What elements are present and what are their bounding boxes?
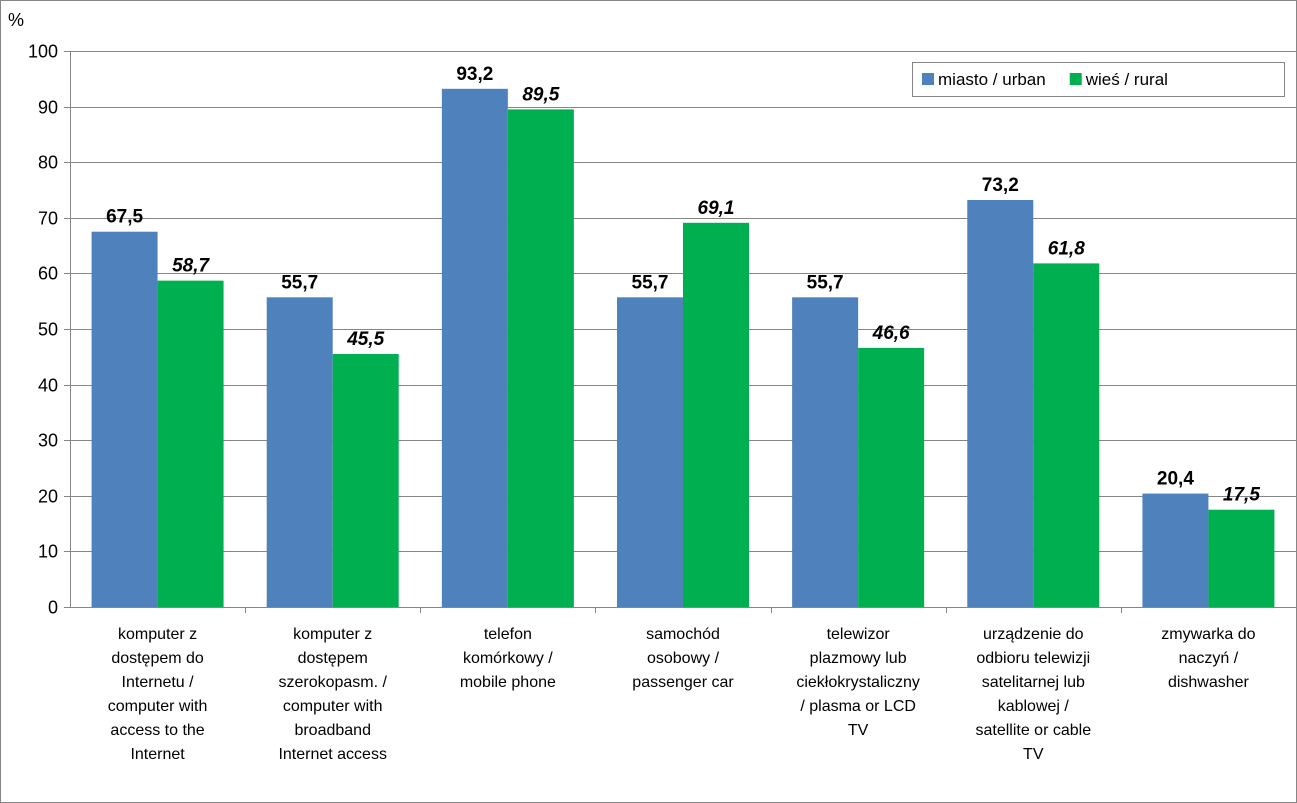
x-tick-label: samochód osobowy / passenger car bbox=[632, 626, 734, 691]
data-label: 93,2 bbox=[456, 64, 493, 85]
x-tick-label-line: ciekłokrystaliczny bbox=[796, 674, 920, 691]
bar bbox=[858, 347, 925, 607]
x-tick-label-line: Internet bbox=[130, 746, 185, 763]
x-tick-label-line: dostępem do bbox=[111, 650, 204, 667]
legend-box bbox=[912, 62, 1285, 97]
x-tick-label-line: / plasma or LCD bbox=[800, 698, 916, 715]
y-tick-label: 50 bbox=[38, 320, 58, 340]
x-tick-label-line: plazmowy lub bbox=[810, 650, 907, 667]
data-label: 55,7 bbox=[281, 272, 318, 293]
data-label: 17,5 bbox=[1223, 485, 1260, 506]
x-tick-label-line: TV bbox=[1023, 746, 1044, 763]
legend-swatch bbox=[1069, 73, 1082, 85]
x-tick-label-line: Internet access bbox=[278, 746, 387, 763]
data-label: 58,7 bbox=[172, 256, 210, 277]
value-labels-group: 67,5 58,7 55,7 45,5 93,2 89,5 55,7 69,1 55,7 46,6… bbox=[106, 64, 1260, 506]
x-tick-label: zmywarka do naczyń / dishwasher bbox=[1161, 626, 1255, 691]
x-tick-label-line: satellite or cable bbox=[975, 722, 1091, 739]
x-tick-label-line: samochód bbox=[646, 626, 720, 643]
x-tick-label-line: urządzenie do bbox=[983, 626, 1084, 643]
x-tick-label-line: komputer z bbox=[293, 626, 372, 643]
category-labels-group: komputer z dostępem do Internetu / computer… bbox=[108, 626, 1256, 763]
data-label: 73,2 bbox=[982, 175, 1019, 196]
y-tick-label: 30 bbox=[38, 431, 58, 451]
x-tick-label-line: komputer z bbox=[118, 626, 197, 643]
x-tick-label-line: computer with bbox=[108, 698, 208, 715]
data-label: 69,1 bbox=[698, 198, 735, 219]
legend-swatch bbox=[922, 73, 934, 85]
bar bbox=[441, 88, 508, 608]
data-label: 46,6 bbox=[872, 323, 910, 344]
y-tick-label: 20 bbox=[38, 487, 58, 507]
bar bbox=[332, 354, 399, 607]
x-tick-label-line: satelitarnej lub bbox=[982, 674, 1085, 691]
bar bbox=[266, 297, 333, 607]
y-tick-label: 80 bbox=[38, 153, 58, 173]
x-tick-label-line: mobile phone bbox=[460, 674, 556, 691]
x-tick-label-line: access to the bbox=[110, 722, 204, 739]
bar bbox=[507, 109, 574, 607]
x-tick-label-line: kablowej / bbox=[998, 698, 1070, 715]
x-tick-label-line: szerokopasm. / bbox=[278, 674, 387, 691]
bar bbox=[967, 200, 1034, 607]
bar bbox=[683, 222, 749, 607]
x-tick-label-line: odbioru telewizji bbox=[976, 650, 1090, 667]
y-tick-label: 100 bbox=[28, 42, 58, 62]
legend-label: wieś / rural bbox=[1085, 70, 1168, 89]
x-tick-label-line: dostępem bbox=[298, 650, 368, 667]
x-tick-label-line: dishwasher bbox=[1168, 674, 1250, 691]
bar bbox=[1033, 263, 1100, 607]
y-tick-label: 0 bbox=[48, 598, 58, 618]
x-tick-label-line: komórkowy / bbox=[463, 650, 553, 667]
x-tick-label-line: passenger car bbox=[632, 674, 734, 691]
data-label: 45,5 bbox=[346, 329, 384, 350]
legend-label: miasto / urban bbox=[938, 70, 1046, 89]
x-tick-label: telefon komórkowy / mobile phone bbox=[460, 626, 556, 691]
x-tick-label: komputer z dostępem do Internetu / computer… bbox=[108, 626, 208, 763]
bar bbox=[792, 297, 859, 607]
x-tick-label-line: naczyń / bbox=[1179, 650, 1239, 667]
x-tick-label-line: computer with bbox=[283, 698, 383, 715]
data-label: 55,7 bbox=[632, 272, 669, 293]
y-tick-label: 10 bbox=[38, 542, 58, 562]
bar bbox=[91, 231, 158, 607]
x-tick-label-line: zmywarka do bbox=[1161, 626, 1255, 643]
x-tick-label: telewizor plazmowy lub ciekłokrystaliczny /… bbox=[796, 626, 920, 739]
bar bbox=[617, 297, 683, 607]
y-tick-label: 40 bbox=[38, 376, 58, 396]
y-tick-label: 90 bbox=[38, 98, 58, 118]
y-tick-label: 70 bbox=[38, 209, 58, 229]
x-tick-label-line: TV bbox=[848, 722, 869, 739]
x-tick-label-line: osobowy / bbox=[647, 650, 720, 667]
data-label: 20,4 bbox=[1157, 469, 1194, 490]
x-tick-label: komputer z dostępem szerokopasm. / computer… bbox=[278, 626, 387, 763]
legend: miasto / urban wieś / rural bbox=[912, 62, 1285, 97]
axes-group: 0 10 20 30 40 50 60 70 80 90 100 bbox=[28, 42, 1297, 618]
y-tick-label: 60 bbox=[38, 264, 58, 284]
bar bbox=[1208, 509, 1275, 607]
x-tick-label-line: Internetu / bbox=[122, 674, 195, 691]
bar bbox=[1142, 493, 1209, 607]
y-axis-label: % bbox=[8, 10, 24, 30]
x-tick-label: urządzenie do odbioru telewizji satelitarn… bbox=[975, 626, 1091, 763]
x-tick-label-line: telefon bbox=[484, 626, 532, 643]
data-label: 67,5 bbox=[106, 207, 143, 228]
bars-group bbox=[91, 88, 1275, 608]
x-tick-label-line: telewizor bbox=[827, 626, 891, 643]
data-label: 89,5 bbox=[522, 84, 559, 105]
data-label: 61,8 bbox=[1048, 238, 1085, 259]
x-tick-label-line: broadband bbox=[294, 722, 371, 739]
bar bbox=[157, 280, 224, 607]
data-label: 55,7 bbox=[807, 272, 844, 293]
